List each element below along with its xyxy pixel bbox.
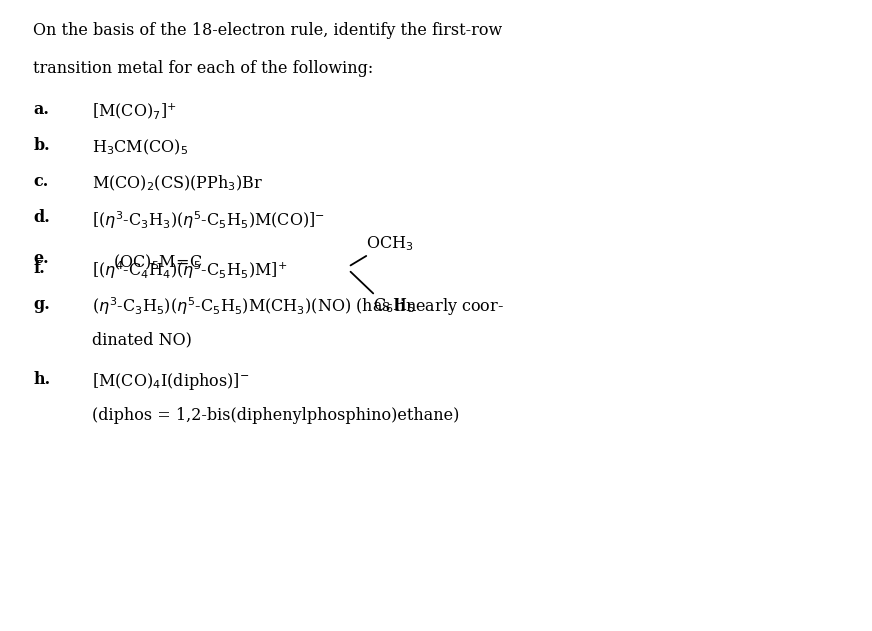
Text: [M(CO)$_{4}$I(diphos)]$^{-}$: [M(CO)$_{4}$I(diphos)]$^{-}$ [92, 371, 249, 392]
Text: M(CO)$_{2}$(CS)(PPh$_{3}$)Br: M(CO)$_{2}$(CS)(PPh$_{3}$)Br [92, 173, 262, 192]
Text: OCH$_{3}$: OCH$_{3}$ [366, 234, 414, 253]
Text: C$_{6}$H$_{5}$: C$_{6}$H$_{5}$ [373, 297, 415, 316]
Text: ($\eta^{3}$-C$_{3}$H$_{5}$)($\eta^{5}$-C$_{5}$H$_{5}$)M(CH$_{3}$)(NO) (has linea: ($\eta^{3}$-C$_{3}$H$_{5}$)($\eta^{5}$-C… [92, 296, 503, 319]
Text: f.: f. [33, 260, 44, 277]
Text: [M(CO)$_{7}$]$^{+}$: [M(CO)$_{7}$]$^{+}$ [92, 102, 176, 121]
Text: h.: h. [33, 371, 51, 388]
Text: [($\eta^{4}$-C$_{4}$H$_{4}$)($\eta^{5}$-C$_{5}$H$_{5}$)M]$^{+}$: [($\eta^{4}$-C$_{4}$H$_{4}$)($\eta^{5}$-… [92, 260, 287, 281]
Text: (diphos = 1,2-bis(diphenylphosphino)ethane): (diphos = 1,2-bis(diphenylphosphino)etha… [92, 407, 459, 423]
Text: On the basis of the 18-electron rule, identify the first-row: On the basis of the 18-electron rule, id… [33, 22, 502, 39]
Text: (OC)$_{5}$M$\!=\!$C: (OC)$_{5}$M$\!=\!$C [113, 253, 203, 272]
Text: transition metal for each of the following:: transition metal for each of the followi… [33, 60, 373, 77]
Text: b.: b. [33, 138, 50, 154]
Text: [($\eta^{3}$-C$_{3}$H$_{3}$)($\eta^{5}$-C$_{5}$H$_{5}$)M(CO)]$^{-}$: [($\eta^{3}$-C$_{3}$H$_{3}$)($\eta^{5}$-… [92, 209, 324, 231]
Text: a.: a. [33, 102, 49, 119]
Text: dinated NO): dinated NO) [92, 332, 192, 349]
Text: d.: d. [33, 209, 50, 226]
Text: c.: c. [33, 173, 48, 190]
Text: H$_{3}$CM(CO)$_{5}$: H$_{3}$CM(CO)$_{5}$ [92, 138, 187, 156]
Text: g.: g. [33, 296, 50, 313]
Text: e.: e. [33, 250, 49, 267]
